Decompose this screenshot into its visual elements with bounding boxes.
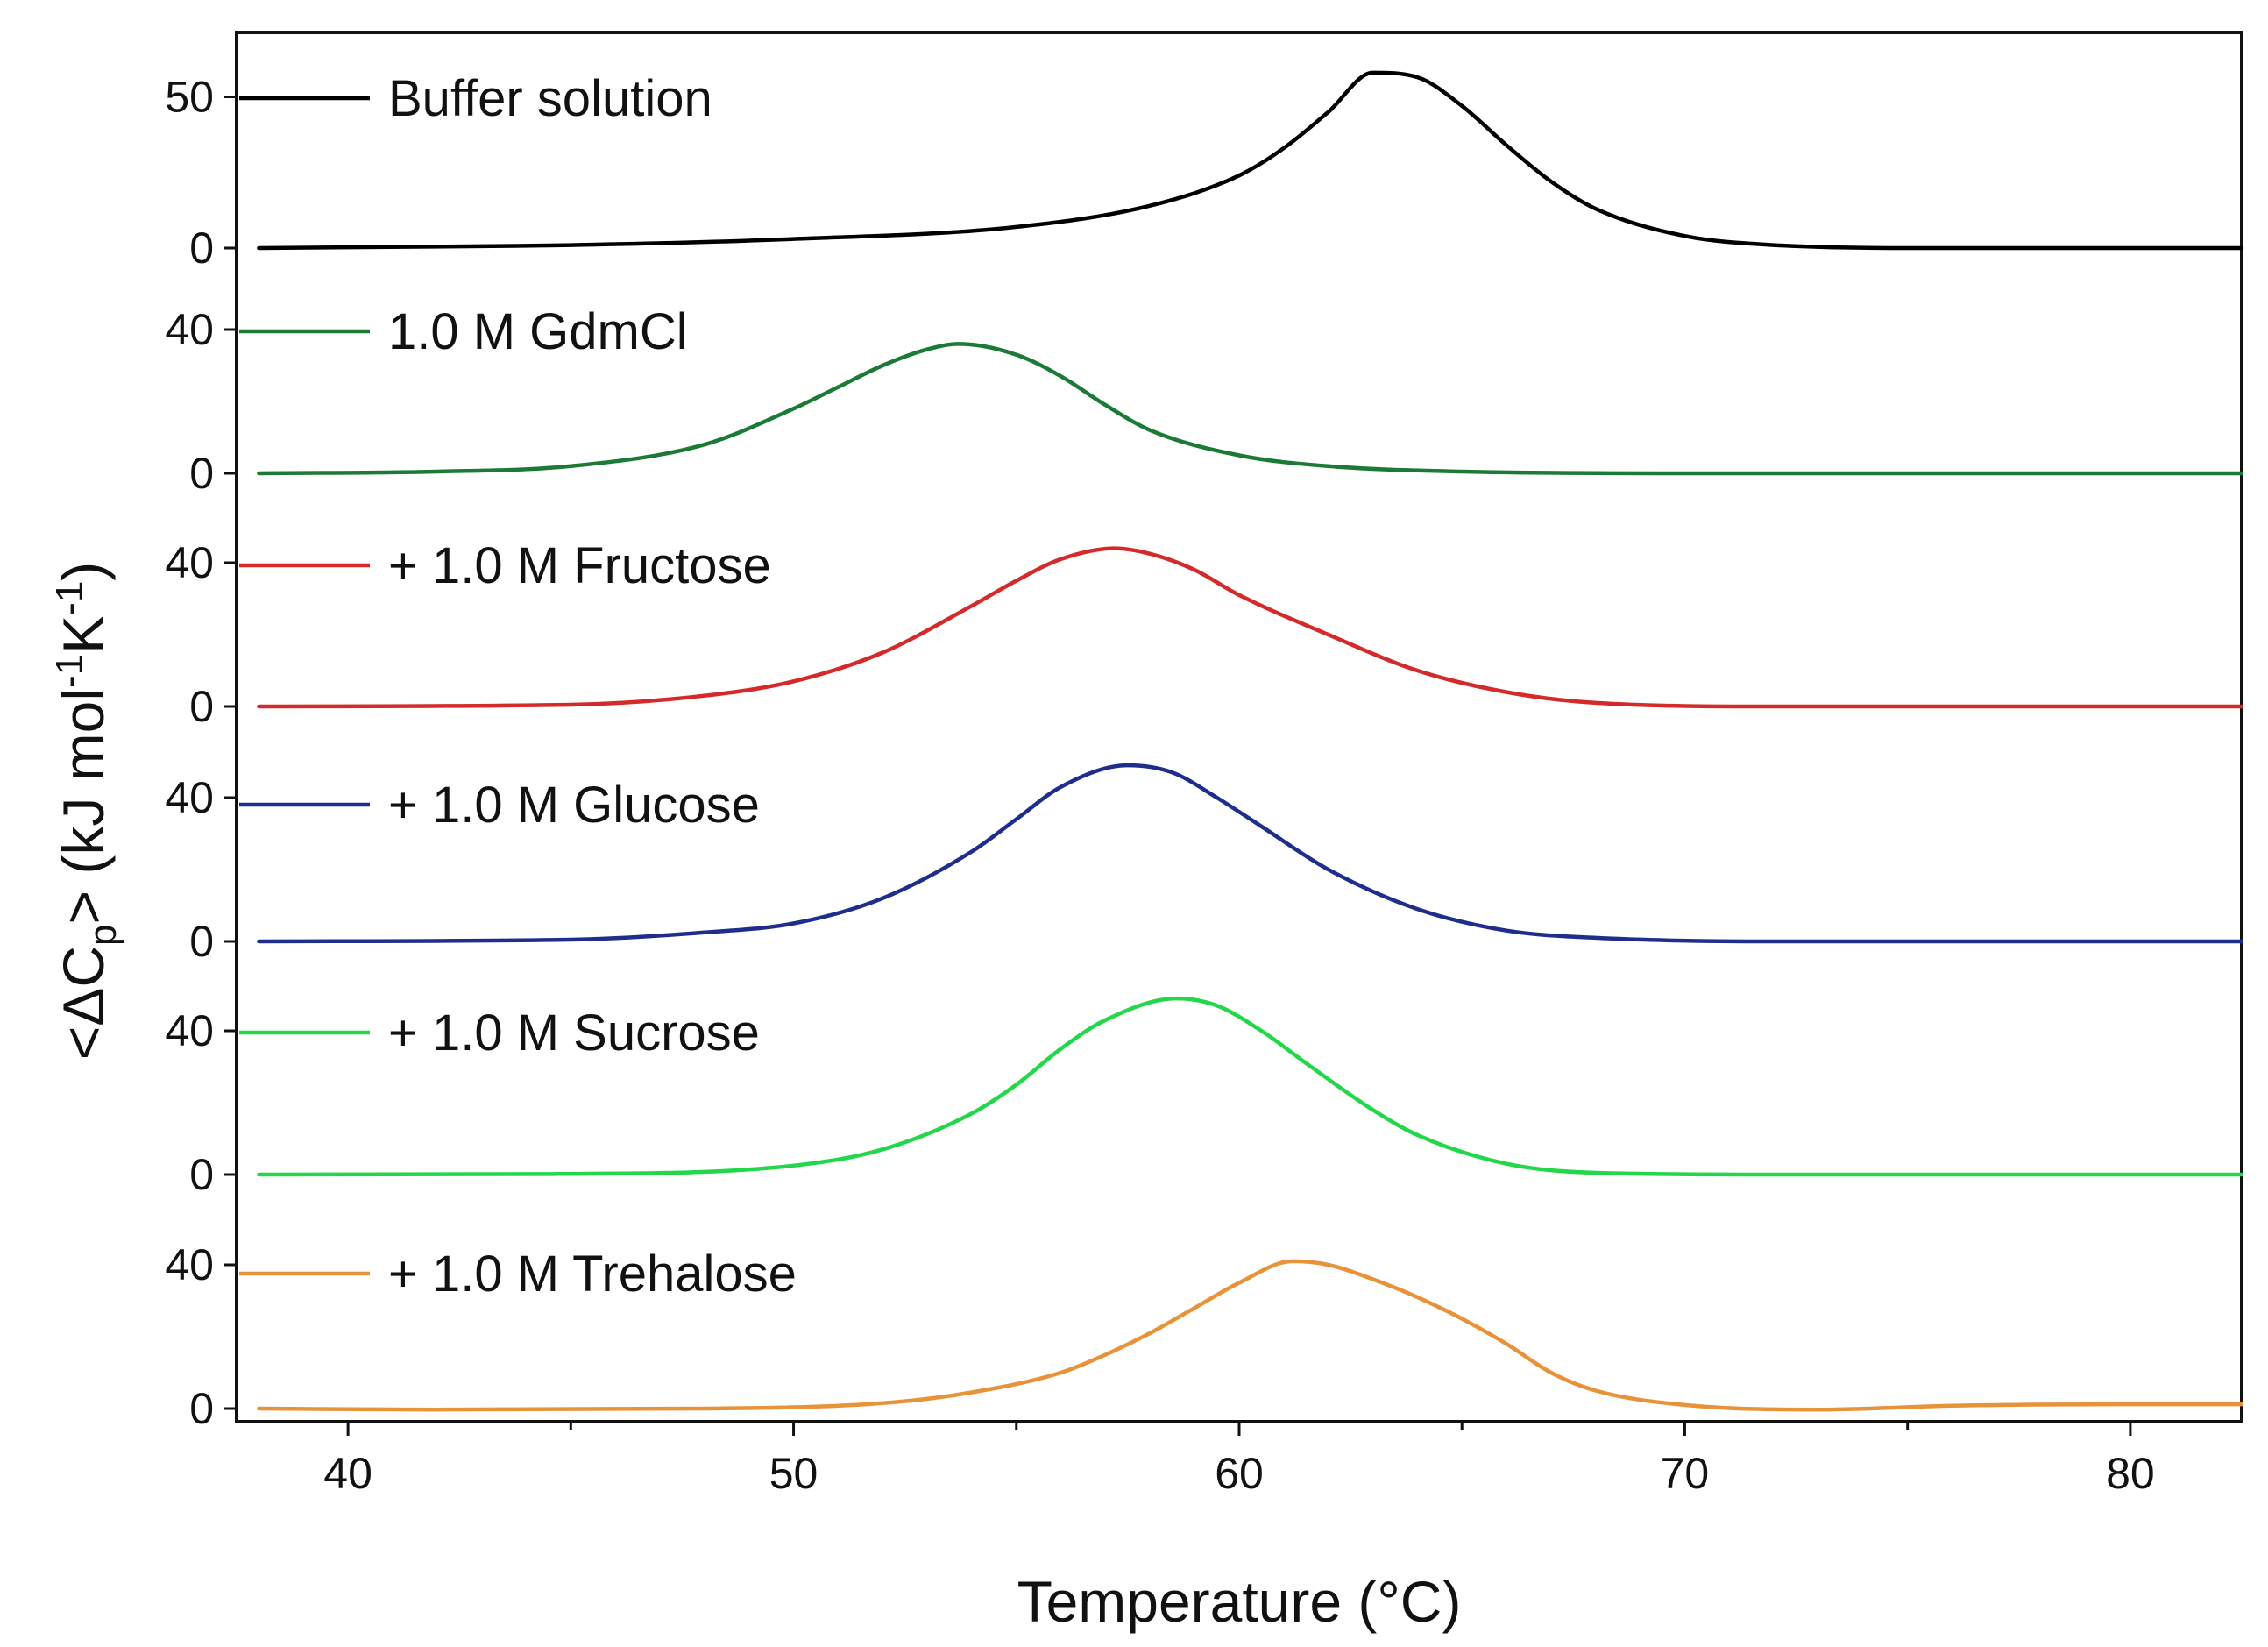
series-line: [257, 342, 2244, 476]
x-tick-label: 50: [769, 1449, 819, 1498]
panel-2: 0 40 1.0 M GdmCl: [165, 303, 2244, 498]
y-axis-title: <ΔCp> (kJ mol-1K-1): [48, 562, 124, 1061]
panel-3: 0 40 + 1.0 M Fructose: [165, 537, 2244, 731]
legend-label: 1.0 M GdmCl: [388, 303, 688, 360]
series-line: [257, 996, 2244, 1177]
y-tick-label: 40: [165, 1006, 214, 1055]
series-line: [257, 1259, 2244, 1412]
x-axis-title: Temperature (°C): [1017, 1569, 1462, 1634]
y-tick-label: 0: [189, 1150, 214, 1199]
x-axis: 40 50 60 70 80: [323, 1422, 2155, 1498]
y-axis-title-open: <ΔC: [51, 946, 116, 1060]
y-axis-title-close: ): [51, 562, 116, 581]
y-tick-label: 0: [189, 224, 214, 273]
y-tick-label: 0: [189, 682, 214, 731]
legend-label: + 1.0 M Fructose: [388, 537, 771, 594]
legend-label: + 1.0 M Glucose: [388, 777, 760, 834]
y-tick-label: 40: [165, 538, 214, 587]
panel-5: 0 40 + 1.0 M Sucrose: [165, 996, 2244, 1199]
y-tick-label: 40: [165, 773, 214, 822]
legend-label: Buffer solution: [388, 70, 712, 127]
plot-frame: [235, 31, 2243, 1423]
y-tick-label: 50: [165, 73, 214, 122]
x-tick-label: 60: [1215, 1449, 1264, 1498]
panels-layer: 0 50 Buffer solution 0 40 1.0 M GdmCl 0 40 + 1.0…: [165, 70, 2244, 1433]
panel-6: 0 40 + 1.0 M Trehalose: [165, 1240, 2244, 1433]
y-axis-title-sup2: -1: [48, 581, 91, 615]
x-tick-label: 40: [323, 1449, 372, 1498]
panel-1: 0 50 Buffer solution: [165, 70, 2244, 273]
y-tick-label: 0: [189, 1384, 214, 1433]
y-axis-title-sup1: -1: [48, 654, 91, 688]
series-line: [257, 70, 2244, 251]
y-axis-title-mid2: K: [51, 615, 116, 654]
series-line: [257, 763, 2244, 944]
panel-4: 0 40 + 1.0 M Glucose: [165, 763, 2244, 966]
y-tick-label: 0: [189, 449, 214, 498]
legend-label: + 1.0 M Trehalose: [388, 1246, 797, 1303]
x-tick-label: 70: [1661, 1449, 1710, 1498]
y-tick-label: 40: [165, 305, 214, 354]
y-tick-label: 0: [189, 917, 214, 966]
y-axis-title-sub: p: [82, 925, 124, 946]
legend-label: + 1.0 M Sucrose: [388, 1005, 760, 1061]
y-axis-title-mid: > (kJ mol: [51, 688, 116, 925]
y-tick-label: 40: [165, 1240, 214, 1289]
series-line: [257, 546, 2244, 709]
x-tick-label: 80: [2106, 1449, 2155, 1498]
